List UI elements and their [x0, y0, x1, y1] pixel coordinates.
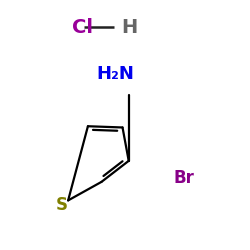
Text: H: H — [121, 18, 138, 37]
Text: Cl: Cl — [72, 18, 93, 37]
Text: S: S — [56, 196, 68, 214]
Text: Br: Br — [173, 169, 194, 187]
Text: H₂N: H₂N — [96, 65, 134, 83]
